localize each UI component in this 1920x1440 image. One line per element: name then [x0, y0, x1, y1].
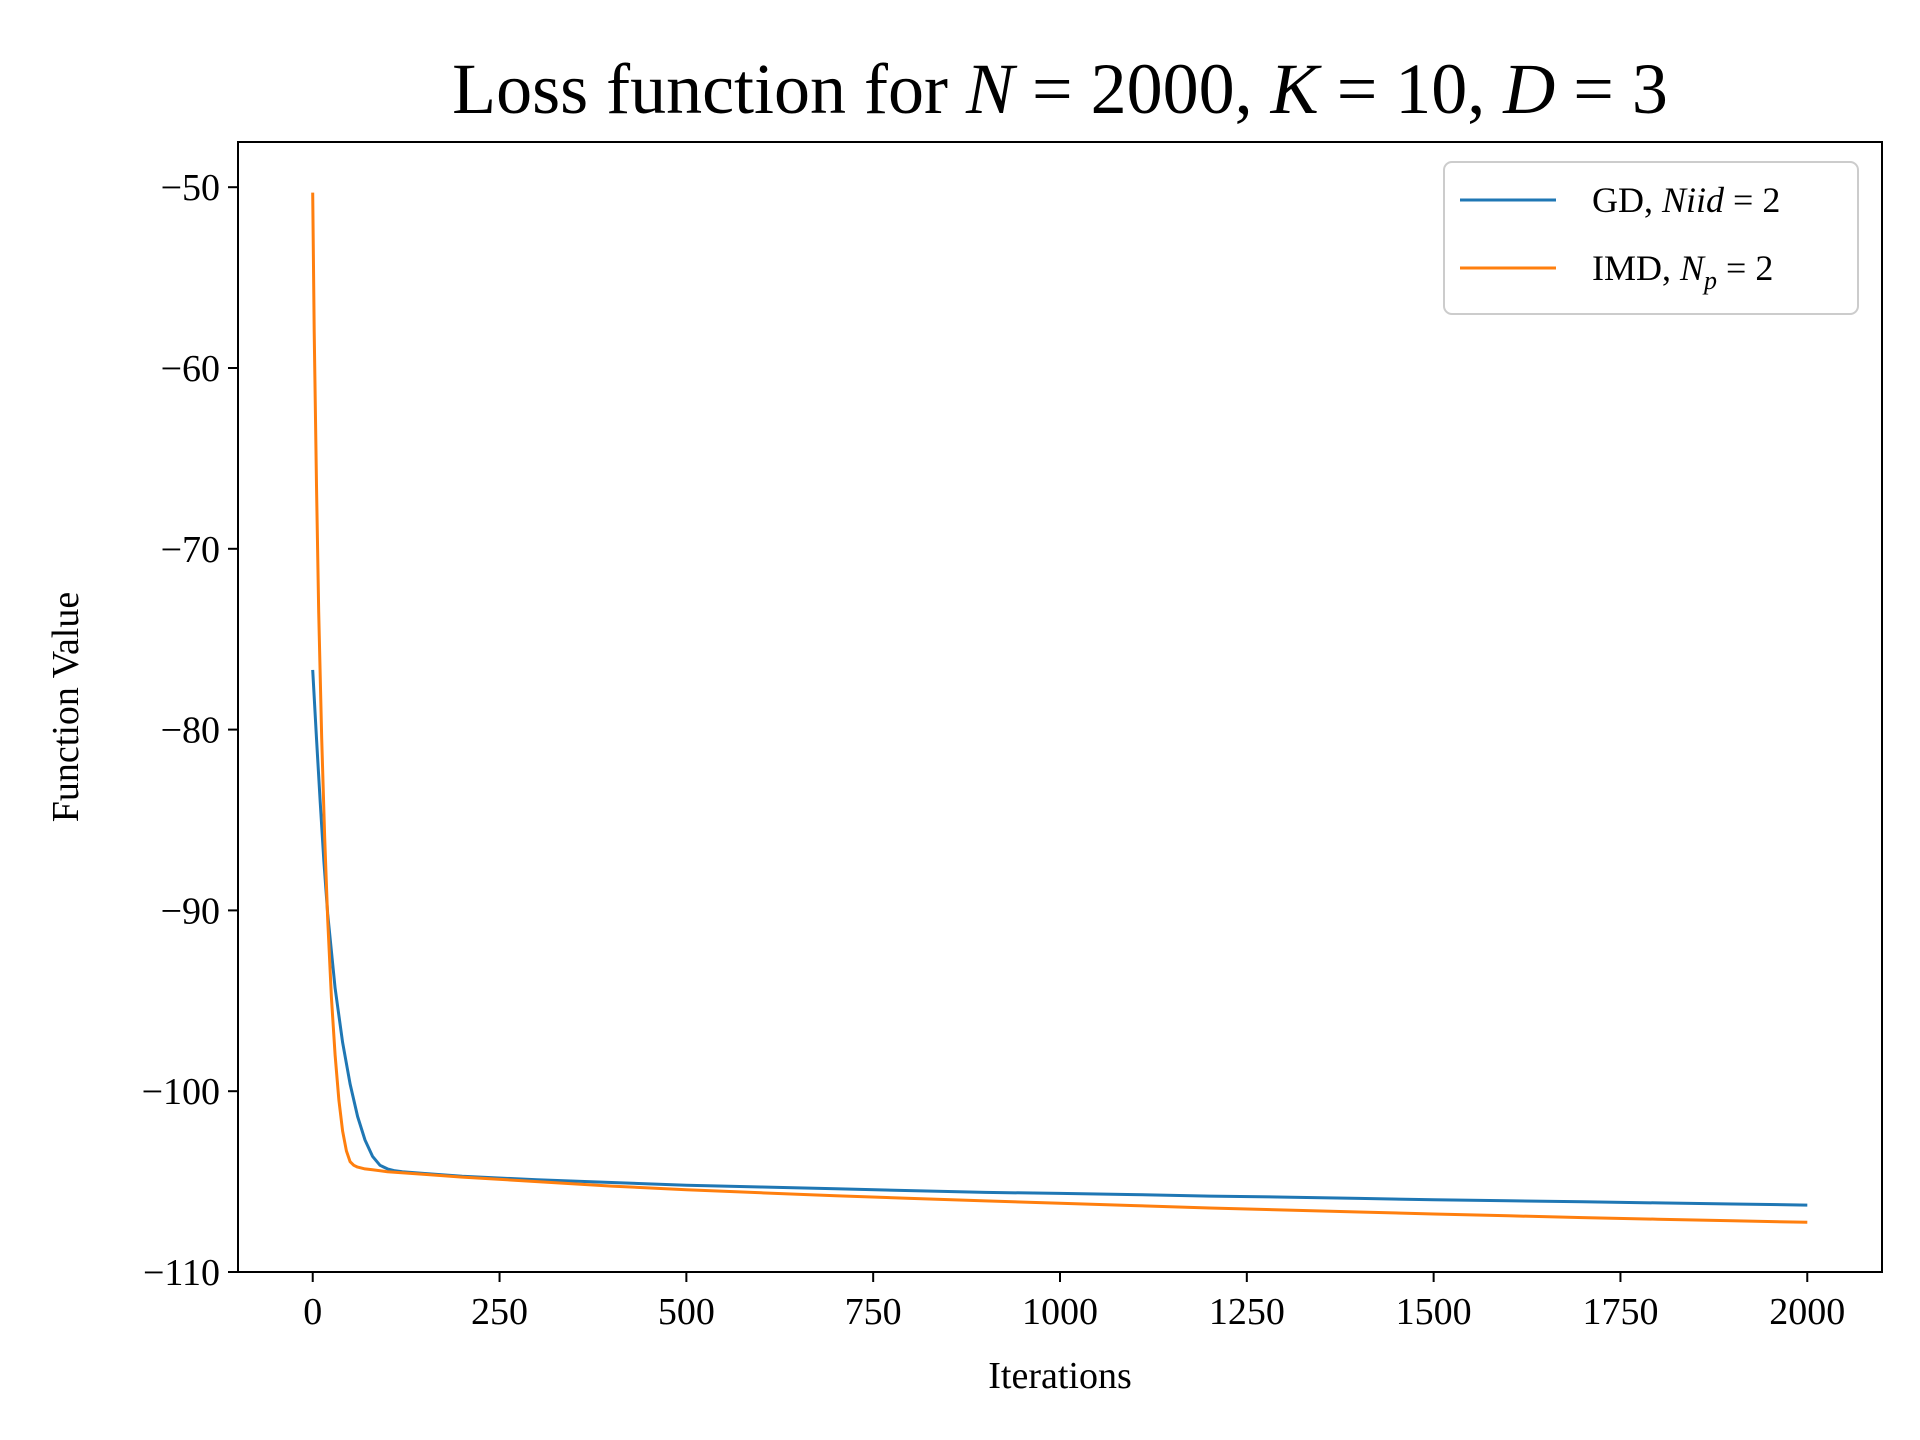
x-tick-label: 1000 [1022, 1291, 1098, 1333]
y-tick-label: −110 [143, 1252, 220, 1294]
legend: GD, Niid = 2 IMD, Np = 2 [1443, 161, 1859, 315]
legend-items: GD, Niid = 2 IMD, Np = 2 [1460, 180, 1780, 295]
x-tick-label: 750 [845, 1291, 902, 1333]
x-axis-label: Iterations [988, 1355, 1132, 1397]
series-layer [311, 192, 1808, 1224]
y-axis-label: Function Value [45, 592, 87, 822]
series-line-gd [311, 669, 1808, 1207]
y-tick-label: −100 [142, 1071, 220, 1113]
chart-title: Loss function for N = 2000, K = 10, D = … [452, 49, 1668, 129]
legend-label: GD, Niid = 2 [1592, 180, 1780, 220]
y-tick-label: −70 [161, 529, 220, 571]
x-tick-label: 1500 [1396, 1291, 1472, 1333]
y-axis: −50 −60 −70 −80 −90 −100 −110 [142, 167, 238, 1294]
series-line-imd [311, 192, 1808, 1224]
x-tick-label: 1250 [1209, 1291, 1285, 1333]
y-tick-label: −90 [161, 890, 220, 932]
x-tick-label: 500 [658, 1291, 715, 1333]
x-tick-label: 1750 [1582, 1291, 1658, 1333]
legend-label: IMD, Np = 2 [1592, 248, 1773, 295]
x-tick-label: 250 [471, 1291, 528, 1333]
y-tick-label: −80 [161, 710, 220, 752]
x-axis: 0 250 500 750 1000 1250 1500 1750 2000 [303, 1272, 1845, 1333]
x-tick-label: 0 [303, 1291, 322, 1333]
y-tick-label: −60 [161, 348, 220, 390]
x-tick-label: 2000 [1769, 1291, 1845, 1333]
y-tick-label: −50 [161, 167, 220, 209]
